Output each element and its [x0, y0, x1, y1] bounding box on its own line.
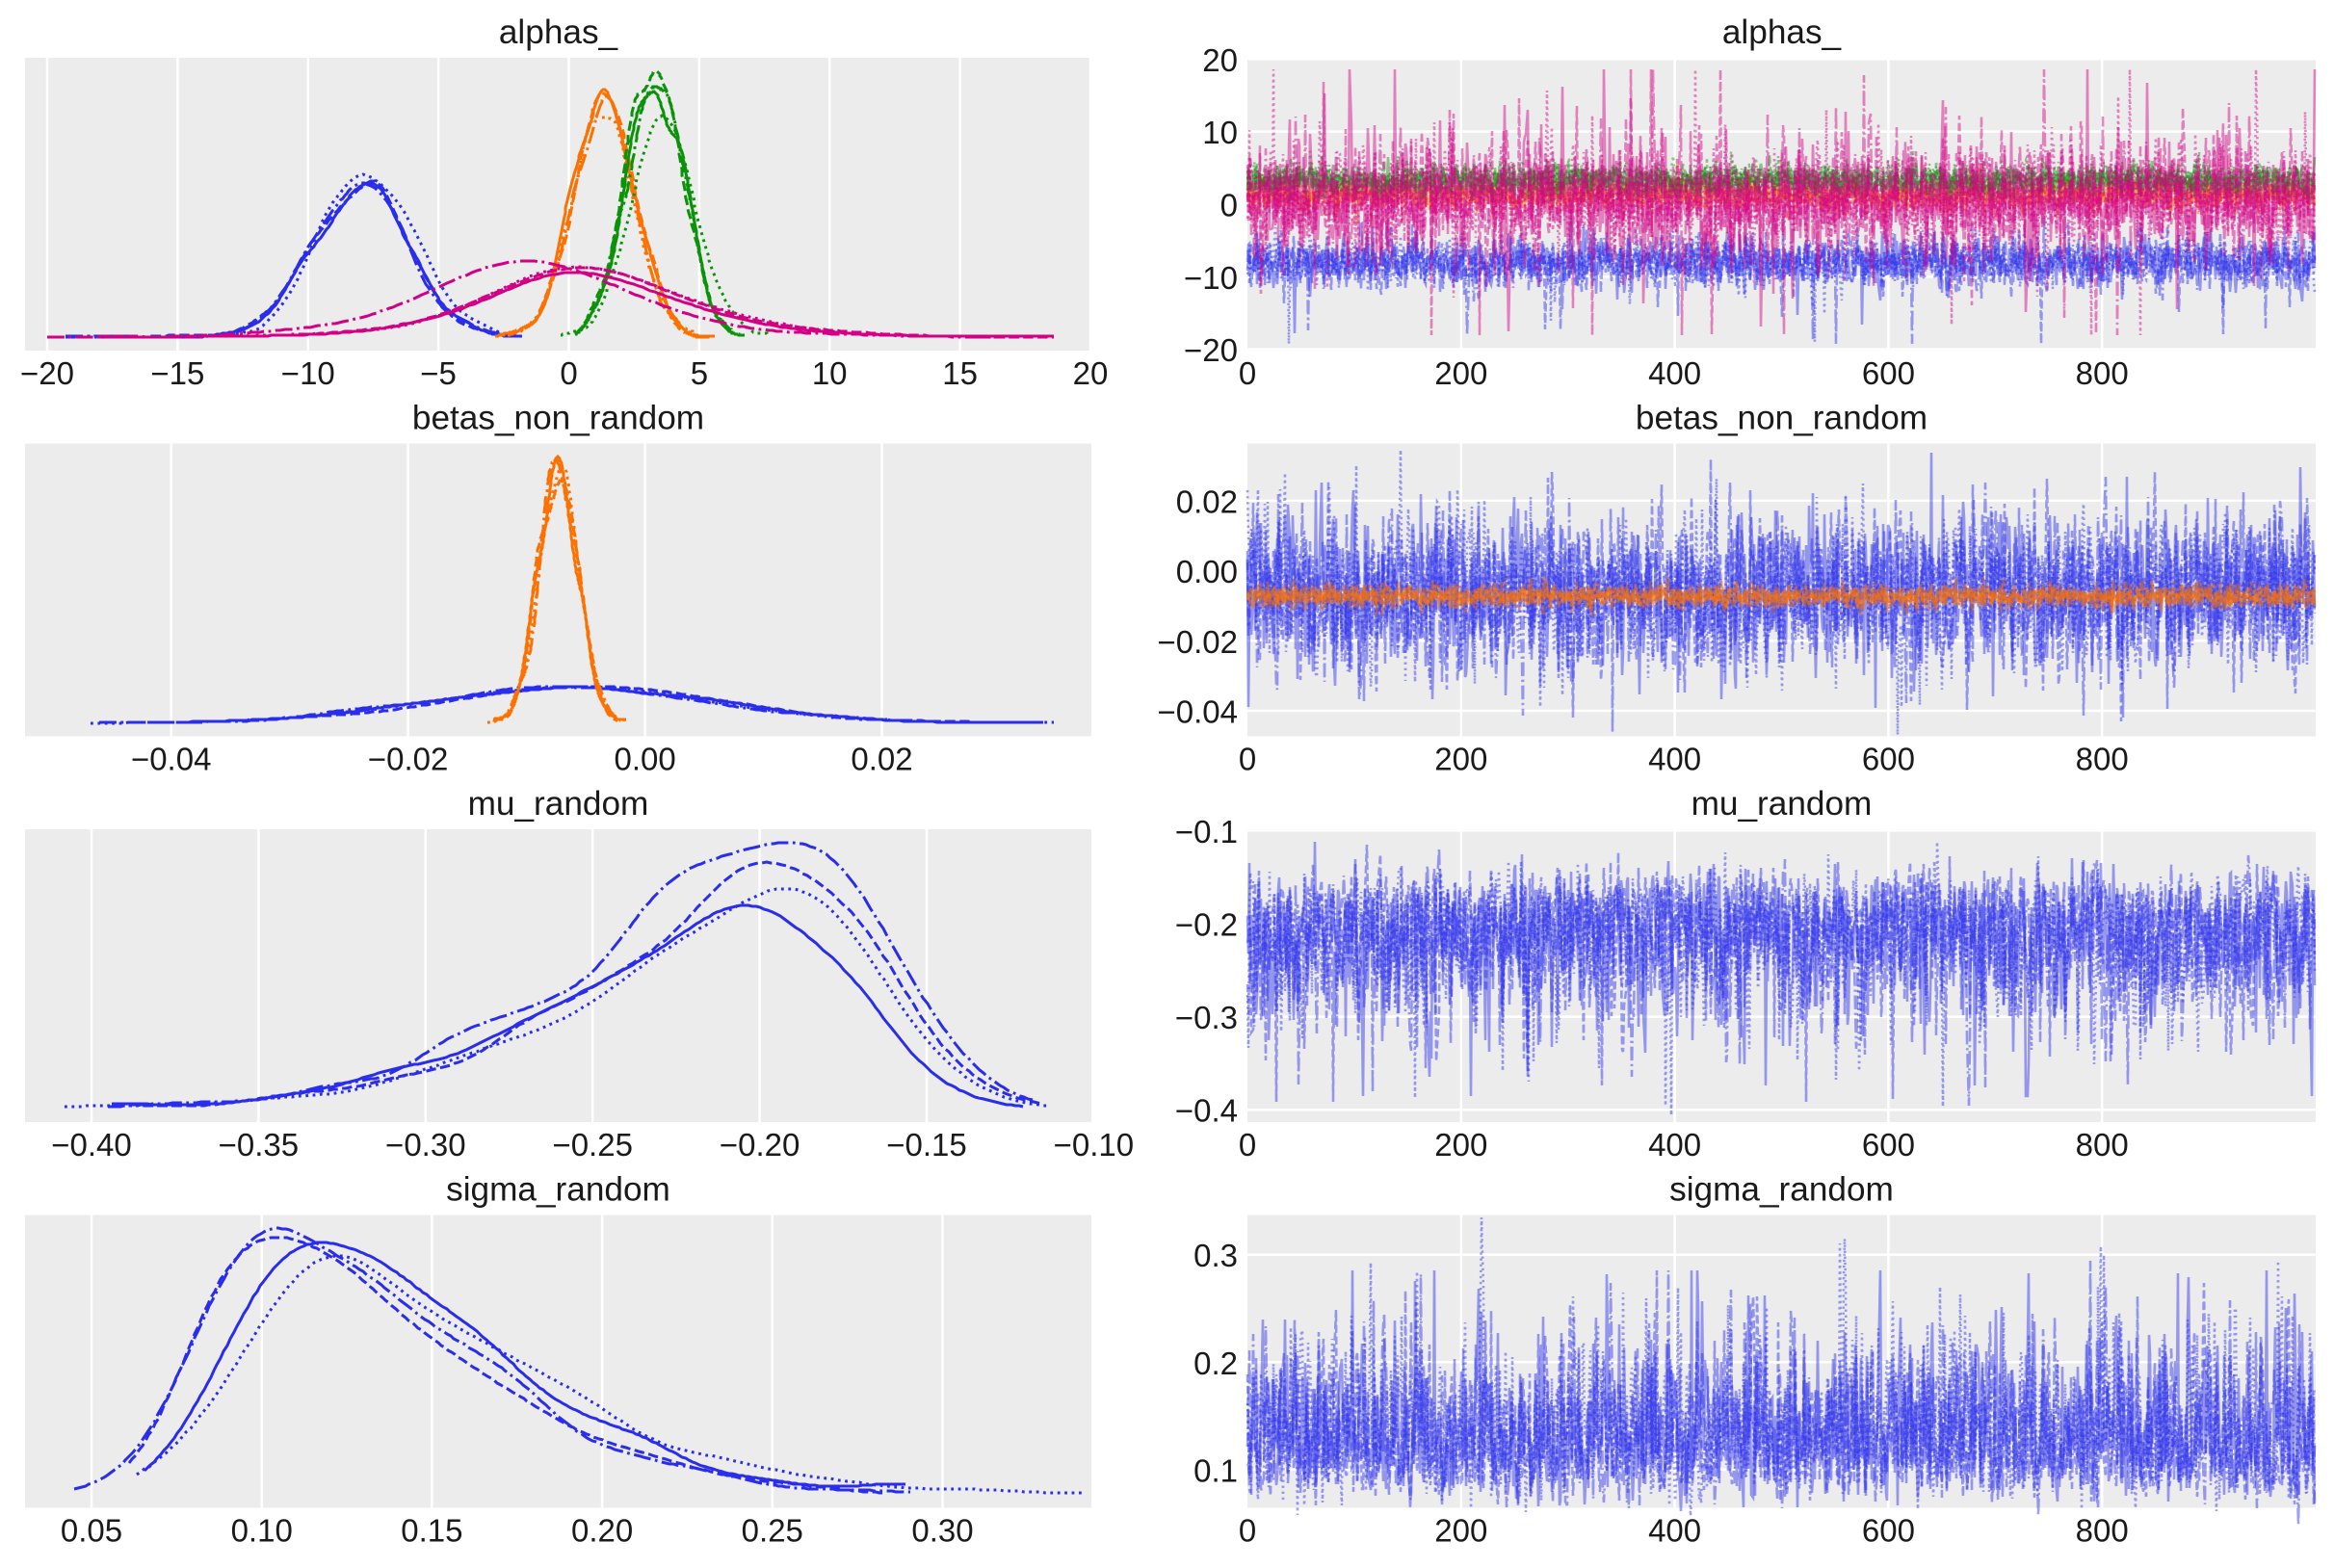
svg-text:400: 400 — [1648, 1513, 1701, 1549]
svg-text:0.10: 0.10 — [231, 1513, 293, 1549]
svg-text:0: 0 — [1239, 1513, 1256, 1549]
svg-text:−10: −10 — [1184, 260, 1238, 296]
svg-text:0.05: 0.05 — [61, 1513, 122, 1549]
svg-text:−0.02: −0.02 — [368, 742, 449, 777]
svg-text:0: 0 — [1239, 1127, 1256, 1163]
svg-text:800: 800 — [2076, 1127, 2129, 1163]
svg-text:0.15: 0.15 — [401, 1513, 462, 1549]
svg-text:−0.04: −0.04 — [131, 742, 212, 777]
svg-text:0.00: 0.00 — [614, 742, 675, 777]
svg-text:15: 15 — [942, 355, 978, 391]
svg-text:betas_non_random: betas_non_random — [1636, 400, 1928, 437]
svg-text:−0.35: −0.35 — [219, 1127, 300, 1163]
svg-text:sigma_random: sigma_random — [446, 1171, 670, 1209]
svg-text:−0.25: −0.25 — [552, 1127, 633, 1163]
svg-text:−0.02: −0.02 — [1158, 624, 1239, 660]
svg-text:−0.30: −0.30 — [385, 1127, 466, 1163]
svg-text:600: 600 — [1862, 1513, 1915, 1549]
svg-text:alphas_: alphas_ — [1722, 13, 1842, 51]
svg-text:0: 0 — [1239, 355, 1256, 391]
svg-text:−0.1: −0.1 — [1175, 814, 1238, 849]
svg-text:0.3: 0.3 — [1193, 1238, 1238, 1273]
svg-text:800: 800 — [2076, 1513, 2129, 1549]
svg-text:20: 20 — [1202, 42, 1238, 78]
svg-text:800: 800 — [2076, 355, 2129, 391]
svg-text:0.25: 0.25 — [742, 1513, 803, 1549]
svg-text:−5: −5 — [420, 355, 457, 391]
svg-text:5: 5 — [691, 355, 708, 391]
svg-text:betas_non_random: betas_non_random — [412, 400, 704, 437]
svg-text:10: 10 — [812, 355, 848, 391]
svg-text:0.1: 0.1 — [1193, 1452, 1238, 1488]
svg-text:400: 400 — [1648, 1127, 1701, 1163]
svg-text:−20: −20 — [1184, 332, 1238, 368]
svg-text:0.2: 0.2 — [1193, 1346, 1238, 1381]
svg-text:−0.2: −0.2 — [1175, 907, 1238, 943]
svg-text:200: 200 — [1434, 1513, 1487, 1549]
svg-text:−0.10: −0.10 — [1054, 1127, 1135, 1163]
svg-text:600: 600 — [1862, 1127, 1915, 1163]
svg-text:0.30: 0.30 — [911, 1513, 973, 1549]
svg-text:0: 0 — [1239, 742, 1256, 777]
svg-text:0.02: 0.02 — [851, 742, 912, 777]
svg-text:10: 10 — [1202, 115, 1238, 150]
svg-text:0.20: 0.20 — [571, 1513, 633, 1549]
svg-text:alphas_: alphas_ — [499, 13, 618, 51]
svg-text:−0.15: −0.15 — [886, 1127, 967, 1163]
svg-text:−0.20: −0.20 — [720, 1127, 800, 1163]
svg-text:400: 400 — [1648, 742, 1701, 777]
svg-text:800: 800 — [2076, 742, 2129, 777]
svg-text:600: 600 — [1862, 355, 1915, 391]
svg-text:0: 0 — [1220, 187, 1238, 222]
svg-text:mu_random: mu_random — [468, 785, 649, 823]
svg-text:−0.04: −0.04 — [1158, 694, 1239, 730]
svg-text:200: 200 — [1434, 1127, 1487, 1163]
svg-text:−20: −20 — [20, 355, 74, 391]
svg-text:−0.40: −0.40 — [51, 1127, 132, 1163]
svg-text:mu_random: mu_random — [1691, 785, 1873, 823]
svg-text:0.02: 0.02 — [1176, 483, 1238, 519]
svg-text:200: 200 — [1434, 355, 1487, 391]
svg-text:400: 400 — [1648, 355, 1701, 391]
svg-text:0: 0 — [560, 355, 577, 391]
svg-text:−10: −10 — [281, 355, 335, 391]
svg-text:200: 200 — [1434, 742, 1487, 777]
svg-text:−15: −15 — [150, 355, 204, 391]
svg-text:0.00: 0.00 — [1176, 554, 1238, 589]
svg-text:−0.3: −0.3 — [1175, 1000, 1238, 1035]
svg-text:sigma_random: sigma_random — [1669, 1171, 1894, 1209]
svg-text:600: 600 — [1862, 742, 1915, 777]
svg-text:−0.4: −0.4 — [1175, 1093, 1238, 1129]
svg-text:20: 20 — [1073, 355, 1109, 391]
